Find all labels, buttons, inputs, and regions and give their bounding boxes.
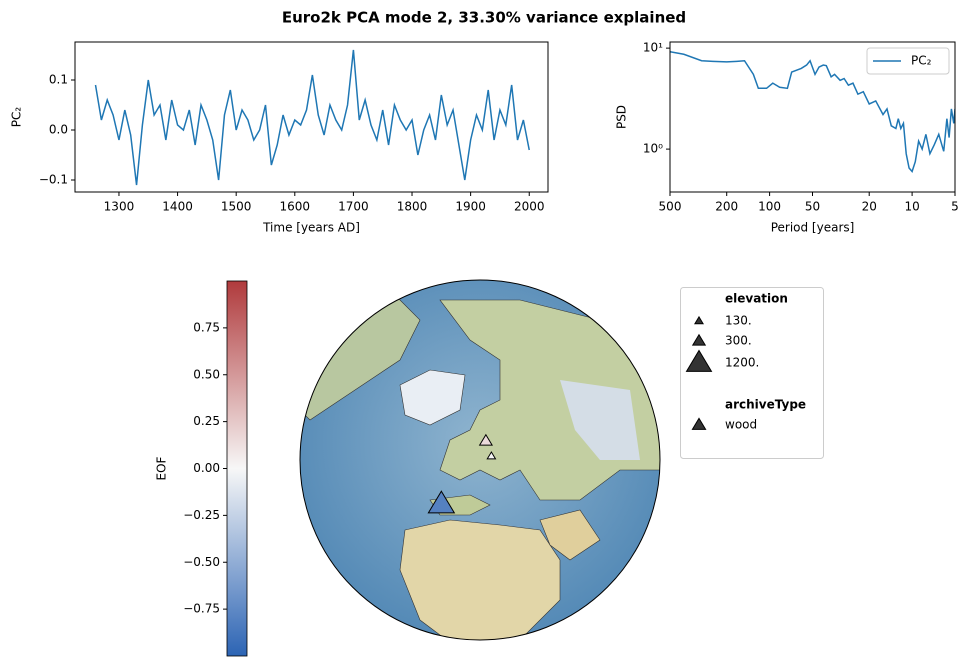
globe-outline bbox=[299, 279, 661, 641]
x-tick-label: 1300 bbox=[104, 200, 135, 214]
colorbar-tick-label: 0.25 bbox=[193, 414, 220, 428]
colorbar-tick-label: −0.75 bbox=[183, 602, 220, 616]
x-tick-label: 1900 bbox=[455, 200, 486, 214]
colorbar bbox=[226, 280, 248, 657]
x-tick-label: 1400 bbox=[162, 200, 193, 214]
axes-frame bbox=[74, 41, 549, 193]
colorbar-tick-label: −0.50 bbox=[183, 555, 220, 569]
x-tick-label: 1500 bbox=[221, 200, 252, 214]
legend-title: archiveType bbox=[725, 398, 806, 412]
x-tick-label: 5 bbox=[951, 200, 959, 214]
x-axis-label: Time [years AD] bbox=[262, 221, 360, 235]
colorbar-tick-label: −0.25 bbox=[183, 508, 220, 522]
y-axis-label: PC₂ bbox=[10, 107, 24, 128]
y-tick-label: 10¹ bbox=[643, 41, 663, 55]
x-tick-label: 1600 bbox=[280, 200, 311, 214]
site-marker bbox=[427, 490, 456, 514]
x-axis-label: Period [years] bbox=[771, 221, 855, 235]
x-tick-label: 500 bbox=[659, 200, 682, 214]
x-tick-label: 1800 bbox=[397, 200, 428, 214]
legend-label: PC₂ bbox=[911, 54, 932, 68]
legend-title: elevation bbox=[725, 292, 788, 306]
legend-marker bbox=[691, 417, 707, 430]
figure-title: Euro2k PCA mode 2, 33.30% variance expla… bbox=[282, 9, 686, 27]
x-tick-label: 50 bbox=[805, 200, 820, 214]
legend bbox=[866, 47, 950, 75]
site-marker bbox=[486, 451, 497, 460]
site-marker bbox=[478, 433, 493, 446]
legend-label: 130. bbox=[725, 314, 752, 328]
line bbox=[94, 49, 530, 186]
axes-frame bbox=[669, 41, 956, 193]
x-tick-label: 1700 bbox=[338, 200, 369, 214]
x-tick-label: 100 bbox=[758, 200, 781, 214]
globe bbox=[299, 279, 661, 641]
colorbar-tick-label: 0.50 bbox=[193, 367, 220, 381]
colorbar-tick-label: 0.75 bbox=[193, 320, 220, 334]
x-tick-label: 200 bbox=[715, 200, 738, 214]
x-tick-label: 2000 bbox=[514, 200, 545, 214]
y-tick-label: 10⁰ bbox=[643, 142, 663, 156]
colorbar-label: EOF bbox=[155, 456, 169, 480]
y-axis-label: PSD bbox=[615, 105, 629, 129]
y-tick-label: 0.0 bbox=[49, 123, 68, 137]
x-tick-label: 10 bbox=[904, 200, 919, 214]
legend-label: 1200. bbox=[725, 356, 759, 370]
legend-label: 300. bbox=[725, 334, 752, 348]
legend-marker bbox=[694, 315, 704, 325]
y-tick-label: −0.1 bbox=[39, 173, 68, 187]
legend-marker bbox=[685, 349, 713, 372]
map-legend bbox=[680, 287, 824, 459]
line bbox=[670, 51, 955, 174]
colorbar-tick-label: 0.00 bbox=[193, 461, 220, 475]
y-tick-label: 0.1 bbox=[49, 73, 68, 87]
legend-marker bbox=[691, 333, 707, 346]
legend-label: wood bbox=[725, 418, 757, 432]
x-tick-label: 20 bbox=[862, 200, 877, 214]
